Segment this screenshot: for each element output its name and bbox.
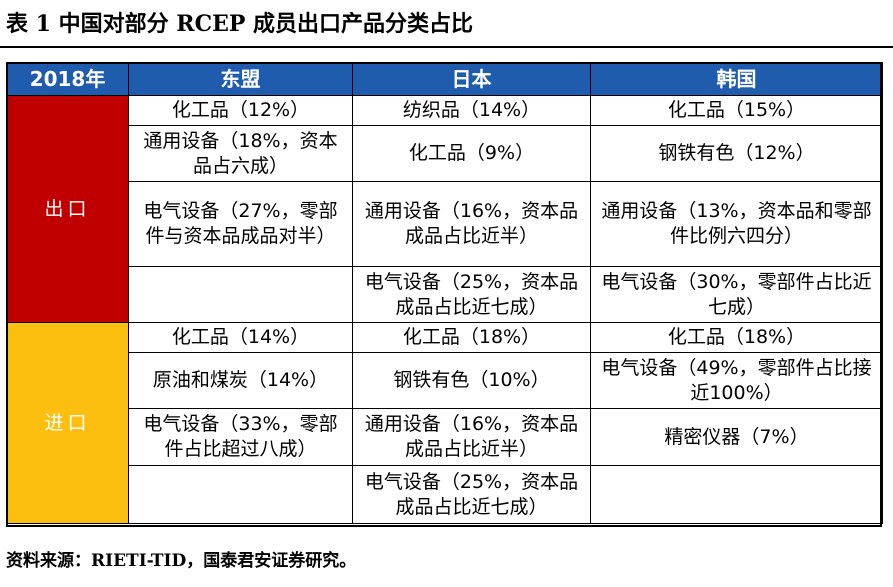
export-asean-cell: 化工品（12%） xyxy=(128,95,353,126)
import-korea-cell: 化工品（18%） xyxy=(590,322,883,353)
source-note: 资料来源：RIETI-TID，国泰君安证券研究。 xyxy=(6,551,357,571)
header-row: 2018年 东盟 日本 韩国 xyxy=(6,62,883,96)
export-japan-cell: 化工品（9%） xyxy=(352,125,591,182)
export-row-2: 通用设备（18%，资本品占六成） 化工品（9%） 钢铁有色（12%） xyxy=(7,125,883,182)
header-korea: 韩国 xyxy=(590,62,883,96)
import-row-3: 电气设备（33%，零部件占比超过八成） 通用设备（16%，资本品成品占比近半） … xyxy=(7,408,883,466)
export-korea-cell: 电气设备（30%，零部件占比近七成） xyxy=(590,266,883,323)
export-japan-cell: 通用设备（16%，资本品成品占比近半） xyxy=(352,181,591,267)
export-row-3: 电气设备（27%，零部件与资本品成品对半） 通用设备（16%，资本品成品占比近半… xyxy=(7,181,883,267)
import-row-4: 电气设备（25%，资本品成品占比近七成） xyxy=(7,465,883,524)
import-japan-cell: 化工品（18%） xyxy=(352,322,591,353)
export-row-1: 出口 化工品（12%） 纺织品（14%） 化工品（15%） xyxy=(6,95,883,323)
export-korea-cell: 通用设备（13%，资本品和零部件比例六四分） xyxy=(590,181,883,267)
export-asean-cell xyxy=(128,266,353,323)
rcep-export-import-table: 2018年 东盟 日本 韩国 出口 化工品（12%） 纺织品（14%） 化工品（… xyxy=(6,62,883,524)
import-japan-cell: 电气设备（25%，资本品成品占比近七成） xyxy=(352,465,591,524)
header-japan: 日本 xyxy=(352,62,591,96)
import-japan-cell: 钢铁有色（10%） xyxy=(352,352,591,409)
import-japan-cell: 通用设备（16%，资本品成品占比近半） xyxy=(352,408,591,466)
import-row-1: 进口 化工品（14%） 化工品（18%） 化工品（18%） xyxy=(6,322,883,524)
export-korea-cell: 化工品（15%） xyxy=(590,95,883,126)
import-asean-cell: 原油和煤炭（14%） xyxy=(128,352,353,409)
header-asean: 东盟 xyxy=(128,62,353,96)
import-asean-cell: 电气设备（33%，零部件占比超过八成） xyxy=(128,408,353,466)
header-year: 2018年 xyxy=(6,62,129,96)
title-rule xyxy=(0,46,893,48)
export-japan-cell: 纺织品（14%） xyxy=(352,95,591,126)
export-row-4: 电气设备（25%，资本品成品占比近七成） 电气设备（30%，零部件占比近七成） xyxy=(7,266,883,323)
import-asean-cell: 化工品（14%） xyxy=(128,322,353,353)
table-title: 表 1 中国对部分 RCEP 成员出口产品分类占比 xyxy=(6,11,474,37)
import-korea-cell: 电气设备（49%，零部件占比接近100%） xyxy=(590,352,883,409)
export-section-label: 出口 xyxy=(6,95,129,323)
export-japan-cell: 电气设备（25%，资本品成品占比近七成） xyxy=(352,266,591,323)
import-korea-cell: 精密仪器（7%） xyxy=(590,408,883,466)
import-korea-cell xyxy=(590,465,883,524)
export-asean-cell: 电气设备（27%，零部件与资本品成品对半） xyxy=(128,181,353,267)
import-row-2: 原油和煤炭（14%） 钢铁有色（10%） 电气设备（49%，零部件占比接近100… xyxy=(7,352,883,409)
export-korea-cell: 钢铁有色（12%） xyxy=(590,125,883,182)
import-asean-cell xyxy=(128,465,353,524)
export-asean-cell: 通用设备（18%，资本品占六成） xyxy=(128,125,353,182)
import-section-label: 进口 xyxy=(6,322,129,524)
